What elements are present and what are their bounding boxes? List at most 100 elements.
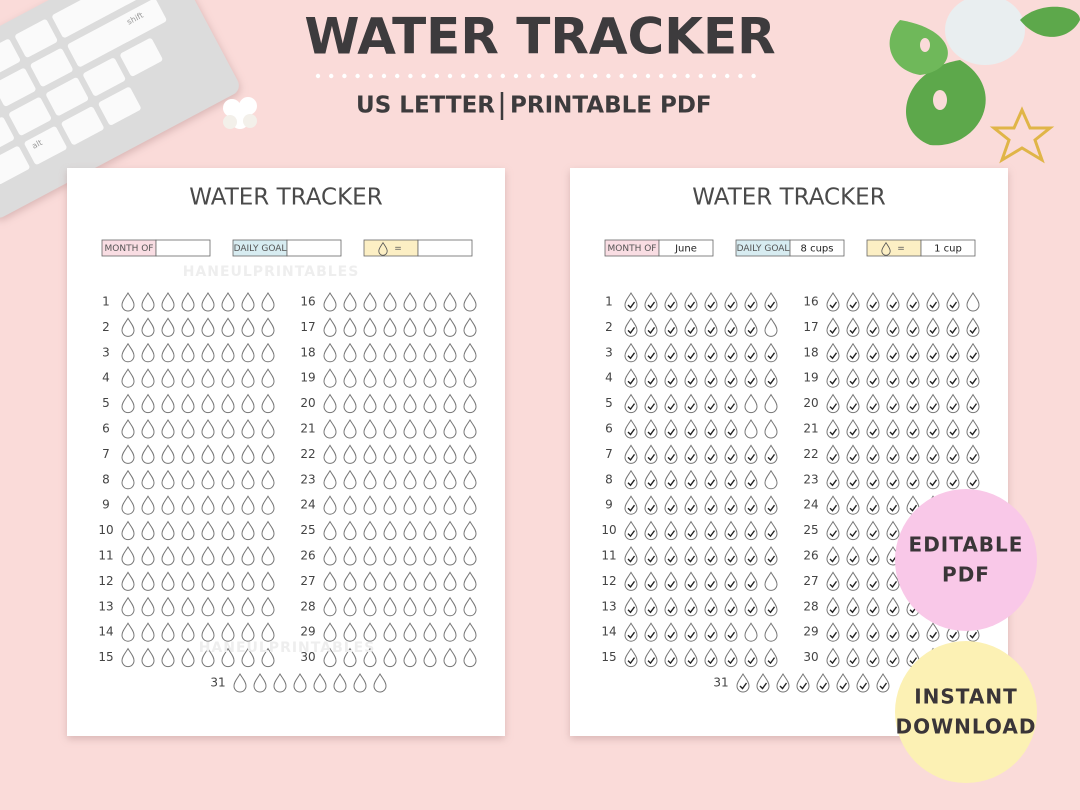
- drop: [261, 520, 275, 541]
- day-number: 31: [713, 676, 728, 690]
- check: [849, 631, 858, 639]
- drop: [664, 596, 678, 617]
- drop: [866, 596, 880, 617]
- check: [747, 377, 756, 385]
- drop-icon: [378, 241, 388, 256]
- drop: [181, 368, 195, 388]
- drop: [161, 596, 175, 617]
- watermark: HANEULPRINTABLES: [183, 264, 360, 280]
- drop: [161, 292, 175, 312]
- drop: [121, 292, 135, 312]
- drop: [261, 368, 275, 388]
- drop: [383, 393, 397, 414]
- drop: [826, 317, 840, 337]
- dot: [474, 73, 479, 79]
- drop: [383, 444, 397, 464]
- drop: [624, 469, 638, 490]
- drop: [906, 393, 920, 414]
- check: [747, 530, 756, 538]
- drop: [221, 571, 235, 591]
- check: [767, 606, 776, 614]
- drop: [704, 444, 718, 464]
- dot: [381, 73, 387, 79]
- drop: [946, 368, 960, 388]
- drop: [664, 292, 678, 312]
- drop: [704, 495, 718, 515]
- drop: [423, 292, 437, 312]
- drop: [121, 495, 135, 515]
- drop: [261, 546, 275, 566]
- drop-row: [121, 368, 275, 388]
- check: [849, 530, 858, 538]
- day-number: 23: [803, 472, 818, 486]
- check: [707, 352, 716, 360]
- drop: [744, 571, 758, 591]
- drop: [724, 368, 738, 388]
- drop: [886, 520, 900, 541]
- drop: [423, 317, 437, 337]
- day-number: 1: [102, 295, 110, 309]
- drop-row: [826, 292, 980, 312]
- drop: [966, 342, 980, 363]
- drop: [241, 469, 255, 490]
- drop: [664, 368, 678, 388]
- check: [949, 326, 958, 334]
- drop: [644, 368, 658, 388]
- drop: [826, 393, 840, 414]
- check: [647, 326, 656, 334]
- drop: [704, 393, 718, 414]
- day-number: 10: [98, 523, 113, 537]
- check: [849, 326, 858, 334]
- drop-row: [624, 342, 778, 363]
- drop: [724, 469, 738, 490]
- drop: [764, 419, 778, 439]
- drop: [423, 520, 437, 541]
- check: [869, 504, 878, 512]
- drop: [423, 368, 437, 388]
- drop: [744, 419, 758, 439]
- drop: [664, 622, 678, 642]
- check: [869, 657, 878, 665]
- dot: [672, 73, 677, 79]
- drop: [403, 647, 417, 668]
- drop: [141, 393, 155, 414]
- drop: [363, 571, 377, 591]
- drop-row: [624, 622, 778, 642]
- drop: [161, 546, 175, 566]
- dot: [487, 73, 492, 79]
- check: [889, 301, 898, 309]
- drop: [343, 469, 357, 490]
- check: [889, 631, 898, 639]
- drop: [846, 647, 860, 668]
- drop: [423, 469, 437, 490]
- drop: [343, 622, 357, 642]
- drop-row: [624, 596, 778, 617]
- drop: [403, 419, 417, 439]
- drop: [383, 622, 397, 642]
- dot: [447, 73, 453, 79]
- check: [747, 301, 756, 309]
- drop: [363, 317, 377, 337]
- check: [869, 377, 878, 385]
- drop: [866, 546, 880, 566]
- drop: [644, 647, 658, 668]
- check: [829, 453, 838, 461]
- drop-row: [233, 673, 387, 693]
- drop: [744, 317, 758, 337]
- drop: [383, 596, 397, 617]
- field-value-box: [658, 239, 714, 257]
- check: [667, 631, 676, 639]
- drop: [684, 520, 698, 541]
- drop: [836, 673, 850, 693]
- drop: [664, 647, 678, 668]
- dot: [632, 73, 637, 79]
- check: [949, 403, 958, 411]
- dot: [315, 73, 321, 79]
- check: [889, 606, 898, 614]
- check: [667, 403, 676, 411]
- check: [667, 606, 676, 614]
- drop: [764, 317, 778, 337]
- day-number: 4: [605, 371, 613, 385]
- drop: [241, 292, 255, 312]
- drop: [684, 444, 698, 464]
